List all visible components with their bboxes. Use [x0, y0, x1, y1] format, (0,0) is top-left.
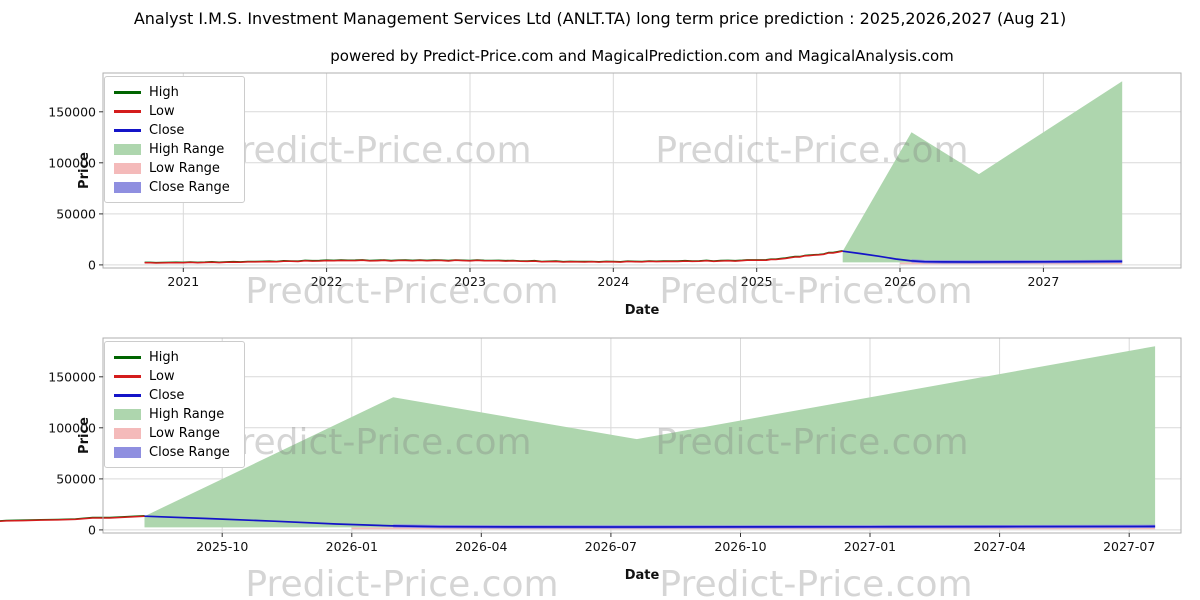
high-range-area — [842, 81, 1123, 263]
legend-item-close-range: Close Range — [114, 179, 230, 195]
close-line — [842, 250, 1123, 263]
x-tick-label: 2027-01 — [844, 539, 896, 554]
legend-item-high-range: High Range — [114, 141, 230, 157]
x-tick-label: 2025 — [741, 274, 773, 289]
y-axis-label: Price — [77, 417, 92, 454]
legend-swatch-high — [114, 90, 141, 94]
legend-swatch-close — [114, 128, 141, 132]
chart-legend: High Low Close High Range Low Range Close Ran… — [104, 76, 245, 203]
x-tick-label: 2027-07 — [1103, 539, 1155, 554]
legend-label: Low Range — [149, 425, 220, 441]
legend-swatch-high — [114, 355, 141, 359]
x-axis-label: Date — [625, 568, 660, 583]
legend-item-high-range: High Range — [114, 406, 230, 422]
figure-title: Analyst I.M.S. Investment Management Ser… — [133, 9, 1067, 28]
y-tick-label: 100000 — [48, 155, 96, 170]
y-tick-label: 50000 — [56, 206, 96, 221]
legend-swatch-high_range — [114, 408, 141, 420]
legend-swatch-close_range — [114, 181, 141, 193]
legend-label: Low Range — [149, 160, 220, 176]
watermark-text: Predict-Price.com — [659, 271, 972, 312]
legend-swatch-low_range — [114, 427, 141, 439]
low-line — [144, 250, 843, 264]
legend-swatch-low — [114, 374, 141, 378]
watermark-text: Predict-Price.com — [218, 130, 531, 171]
y-tick-label: 150000 — [48, 104, 96, 119]
legend-item-low-range: Low Range — [114, 160, 230, 176]
x-tick-label: 2021 — [167, 274, 199, 289]
legend-item-low: Low — [114, 103, 230, 119]
legend-item-close: Close — [114, 387, 230, 403]
plot-border — [102, 337, 1182, 534]
y-axis-label: Price — [77, 152, 92, 189]
x-tick-label: 2022 — [311, 274, 343, 289]
legend-item-high: High — [114, 349, 230, 365]
plot-border — [102, 72, 1182, 269]
high-range-area — [144, 346, 1156, 528]
x-axis-label: Date — [625, 303, 660, 318]
legend-label: High Range — [149, 406, 225, 422]
x-tick-label: 2026-07 — [585, 539, 637, 554]
y-tick-label: 100000 — [48, 420, 96, 435]
low-line — [0, 515, 145, 523]
legend-label: Low — [149, 103, 175, 119]
chart-legend: High Low Close High Range Low Range Close Ran… — [104, 341, 245, 468]
legend-label: High — [149, 84, 179, 100]
watermark-text: Predict-Price.com — [659, 564, 972, 600]
legend-item-high: High — [114, 84, 230, 100]
watermark-text: Predict-Price.com — [245, 271, 558, 312]
legend-label: Low — [149, 368, 175, 384]
y-tick-label: 0 — [88, 257, 96, 272]
x-tick-label: 2026-04 — [455, 539, 507, 554]
legend-swatch-close — [114, 393, 141, 397]
legend-label: Close Range — [149, 444, 230, 460]
x-tick-label: 2023 — [454, 274, 486, 289]
legend-label: Close Range — [149, 179, 230, 195]
legend-swatch-low_range — [114, 162, 141, 174]
legend-label: High — [149, 349, 179, 365]
watermark-text: Predict-Price.com — [655, 422, 968, 463]
figure-subtitle: powered by Predict-Price.com and Magical… — [330, 47, 954, 65]
legend-item-close-range: Close Range — [114, 444, 230, 460]
price-history-prediction-chart: 2021 2022 2023 2024 2025 2026 2027 0 50000 100000… — [48, 72, 1182, 318]
legend-item-close: Close — [114, 122, 230, 138]
x-tick-label: 2027 — [1027, 274, 1059, 289]
legend-item-low-range: Low Range — [114, 425, 230, 441]
watermark-text: Predict-Price.com — [245, 564, 558, 600]
x-tick-label: 2026-01 — [326, 539, 378, 554]
legend-swatch-high_range — [114, 143, 141, 155]
y-tick-label: 0 — [88, 522, 96, 537]
prediction-zoom-chart: 2025-10 2026-01 2026-04 2026-07 2026-10 2027-… — [0, 337, 1182, 600]
legend-label: Close — [149, 387, 185, 403]
x-tick-label: 2024 — [597, 274, 629, 289]
x-tick-label: 2026-10 — [714, 539, 766, 554]
watermark-text: Predict-Price.com — [218, 422, 531, 463]
y-tick-label: 150000 — [48, 369, 96, 384]
legend-swatch-low — [114, 109, 141, 113]
legend-swatch-close_range — [114, 446, 141, 458]
y-tick-label: 50000 — [56, 471, 96, 486]
x-tick-label: 2026 — [884, 274, 916, 289]
legend-label: High Range — [149, 141, 225, 157]
legend-label: Close — [149, 122, 185, 138]
watermark-text: Predict-Price.com — [655, 130, 968, 171]
close-line — [144, 515, 1156, 528]
x-tick-label: 2027-04 — [973, 539, 1025, 554]
x-tick-label: 2025-10 — [196, 539, 248, 554]
legend-item-low: Low — [114, 368, 230, 384]
